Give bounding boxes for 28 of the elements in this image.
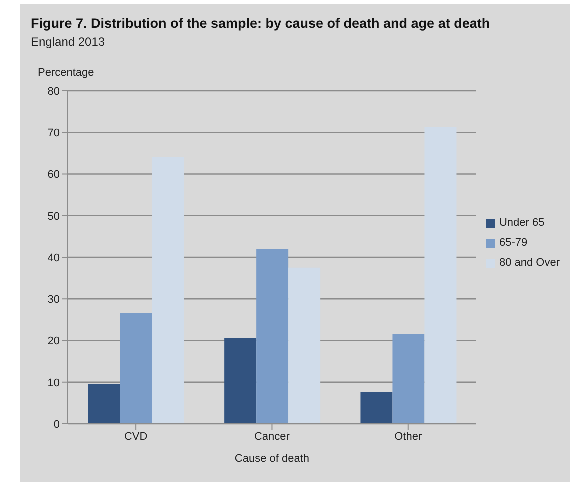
bar (152, 157, 184, 424)
bar (88, 384, 120, 424)
bar (224, 338, 257, 424)
legend-label: 80 and Over (499, 257, 560, 269)
chart-subtitle: England 2013 (31, 35, 106, 49)
y-tick-label: 60 (48, 169, 60, 182)
legend-label: Under 65 (499, 217, 545, 229)
x-tick-label: Other (394, 430, 422, 443)
x-tick-label: CVD (124, 430, 148, 443)
y-tick-label: 10 (48, 377, 60, 390)
y-tick-label: 20 (48, 336, 60, 348)
bar (360, 392, 393, 424)
bar (392, 334, 425, 424)
y-tick-label: 80 (48, 86, 60, 98)
x-tick-label: Cancer (254, 430, 290, 443)
y-tick-label: 30 (48, 294, 60, 306)
y-tick-label: 50 (48, 210, 60, 223)
y-axis-title: Percentage (38, 67, 94, 79)
chart-title: Figure 7. Distribution of the sample: by cause of death and age at death (31, 16, 490, 31)
x-axis-title: Cause of death (234, 453, 310, 465)
y-tick-label: 70 (48, 128, 60, 140)
y-tick-label: 40 (48, 252, 60, 264)
y-tick-label: 0 (54, 418, 60, 431)
bar (120, 313, 152, 424)
legend-label: 65-79 (499, 237, 528, 249)
bar (424, 127, 457, 424)
bar (256, 249, 289, 424)
bar (288, 268, 321, 424)
